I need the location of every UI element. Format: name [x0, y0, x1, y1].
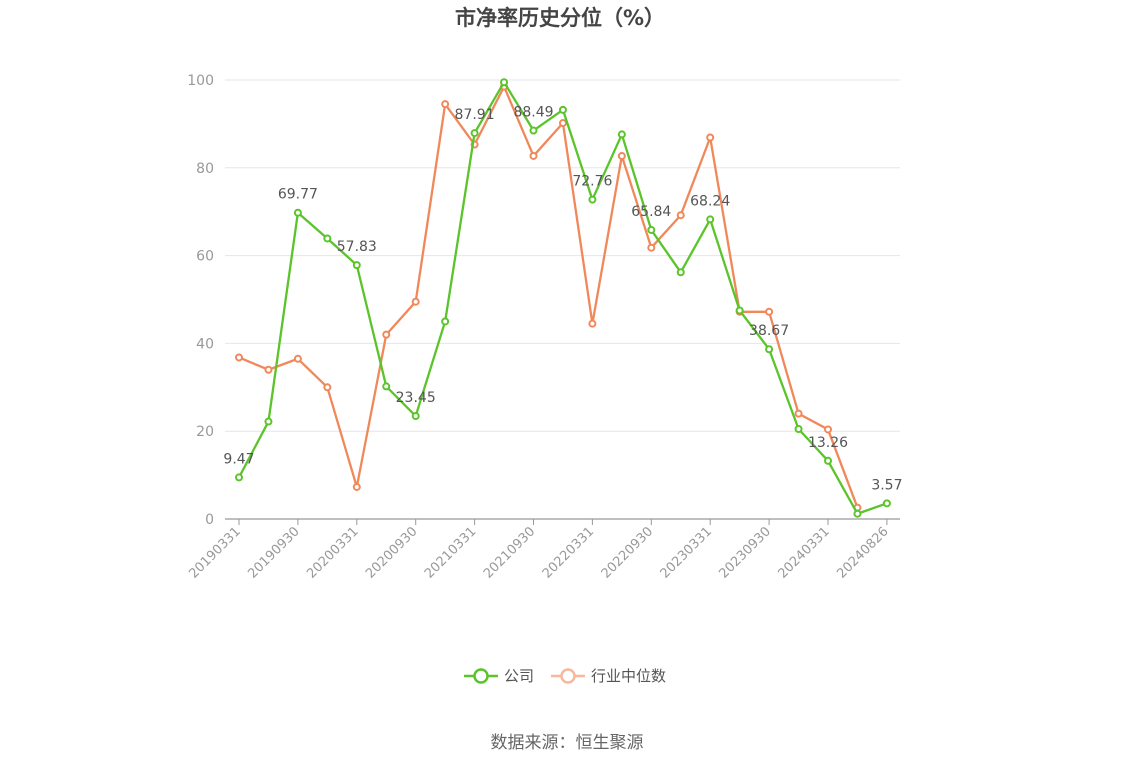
- x-tick-label: 20240331: [775, 524, 832, 581]
- y-tick-label: 40: [196, 336, 214, 352]
- data-point-company[interactable]: [735, 306, 744, 315]
- data-point-company[interactable]: [794, 425, 803, 434]
- data-point-company[interactable]: [411, 412, 420, 421]
- data-point-industry-median[interactable]: [617, 151, 626, 160]
- data-point-company[interactable]: [235, 473, 243, 482]
- legend-label-industry-median: 行业中位数: [591, 667, 666, 685]
- data-point-company[interactable]: [617, 130, 626, 139]
- data-point-industry-median[interactable]: [529, 151, 538, 160]
- legend-item-company[interactable]: 公司: [464, 667, 534, 685]
- x-tick-label: 20220331: [540, 524, 597, 581]
- data-point-company[interactable]: [824, 456, 832, 465]
- data-label: 69.77: [278, 187, 318, 203]
- data-point-industry-median[interactable]: [794, 409, 803, 418]
- data-label: 9.47: [223, 451, 254, 467]
- data-point-industry-median[interactable]: [323, 383, 332, 392]
- x-tick-label: 20190331: [186, 524, 243, 581]
- data-point-company[interactable]: [647, 225, 656, 234]
- grid-lines: [225, 79, 900, 432]
- data-label: 57.83: [337, 239, 377, 255]
- data-point-company[interactable]: [676, 268, 685, 277]
- data-label: 38.67: [749, 323, 789, 339]
- data-point-industry-median[interactable]: [706, 133, 715, 142]
- data-point-industry-median[interactable]: [293, 354, 302, 363]
- y-axis: 0 20 40 60 80 100: [187, 73, 214, 528]
- series-layer: [235, 78, 891, 518]
- data-point-industry-median[interactable]: [441, 100, 450, 109]
- data-point-company[interactable]: [470, 129, 479, 138]
- data-point-industry-median[interactable]: [352, 482, 361, 491]
- x-tick-label: 20200331: [304, 524, 361, 581]
- legend-marker-company: [473, 668, 489, 684]
- data-label: 88.49: [513, 105, 553, 121]
- data-point-company[interactable]: [264, 417, 273, 426]
- data-point-industry-median[interactable]: [235, 353, 243, 362]
- data-label: 87.91: [455, 107, 495, 123]
- data-point-company[interactable]: [765, 345, 774, 354]
- data-label: 65.84: [631, 204, 671, 220]
- series-line-company: [237, 81, 888, 515]
- data-point-company[interactable]: [529, 126, 538, 135]
- legend-marker-industry-median: [560, 668, 576, 684]
- data-point-company[interactable]: [352, 261, 361, 270]
- data-source: 数据来源：恒生聚源: [491, 733, 644, 753]
- data-point-company[interactable]: [293, 208, 302, 217]
- data-point-company[interactable]: [882, 499, 891, 508]
- data-point-industry-median[interactable]: [676, 211, 685, 220]
- legend-label-company: 公司: [504, 667, 534, 685]
- y-tick-label: 20: [196, 424, 214, 440]
- data-label: 13.26: [808, 435, 848, 451]
- series-line-industry-median: [238, 85, 859, 508]
- x-tick-label: 20200930: [363, 524, 420, 581]
- data-point-industry-median[interactable]: [411, 297, 420, 306]
- data-point-industry-median[interactable]: [264, 365, 273, 374]
- x-tick-label: 20240826: [834, 524, 891, 581]
- x-axis: 20190331 20190930 20200331 20200930 20210331…: [186, 519, 892, 582]
- data-label: 72.76: [572, 174, 612, 190]
- data-point-industry-median[interactable]: [588, 319, 597, 328]
- data-point-industry-median[interactable]: [647, 243, 656, 252]
- data-point-company[interactable]: [382, 382, 391, 391]
- data-point-company[interactable]: [588, 195, 597, 204]
- legend-item-industry-median[interactable]: 行业中位数: [551, 667, 666, 685]
- data-point-industry-median[interactable]: [382, 330, 391, 339]
- data-label: 3.57: [871, 477, 902, 493]
- data-point-company[interactable]: [706, 215, 715, 224]
- data-point-company[interactable]: [853, 509, 862, 518]
- chart-title: 市净率历史分位（%）: [455, 6, 665, 30]
- data-label: 23.45: [396, 390, 436, 406]
- data-point-company[interactable]: [441, 317, 450, 326]
- x-tick-label: 20230331: [658, 524, 715, 581]
- data-point-company[interactable]: [323, 234, 332, 243]
- data-point-industry-median[interactable]: [765, 307, 774, 316]
- data-point-company[interactable]: [558, 105, 567, 114]
- data-point-company[interactable]: [500, 78, 509, 87]
- y-tick-label: 0: [205, 512, 214, 528]
- data-labels: 9.47 69.77 57.83 23.45 87.91 88.49 72.76 65.84 6…: [223, 105, 902, 494]
- x-tick-label: 20220930: [599, 524, 656, 581]
- y-tick-label: 60: [196, 249, 214, 265]
- x-tick-label: 20230930: [717, 524, 774, 581]
- y-tick-label: 100: [187, 73, 214, 89]
- legend: 公司 行业中位数: [464, 667, 666, 685]
- data-point-industry-median[interactable]: [558, 119, 567, 128]
- y-tick-label: 80: [196, 161, 214, 177]
- x-tick-label: 20210331: [422, 524, 479, 581]
- data-label: 68.24: [690, 193, 730, 209]
- x-tick-label: 20190930: [245, 524, 302, 581]
- data-point-industry-median[interactable]: [824, 425, 832, 434]
- x-tick-label: 20210930: [481, 524, 538, 581]
